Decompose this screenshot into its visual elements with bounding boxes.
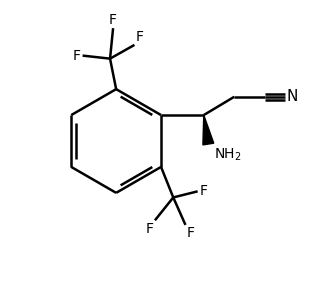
Text: F: F — [145, 222, 154, 236]
Text: NH$_2$: NH$_2$ — [214, 146, 242, 163]
Text: N: N — [286, 89, 297, 104]
Text: F: F — [187, 226, 195, 240]
Text: F: F — [136, 30, 144, 44]
Text: F: F — [199, 184, 207, 198]
Text: F: F — [109, 13, 117, 27]
Polygon shape — [203, 115, 214, 145]
Text: F: F — [73, 49, 81, 63]
